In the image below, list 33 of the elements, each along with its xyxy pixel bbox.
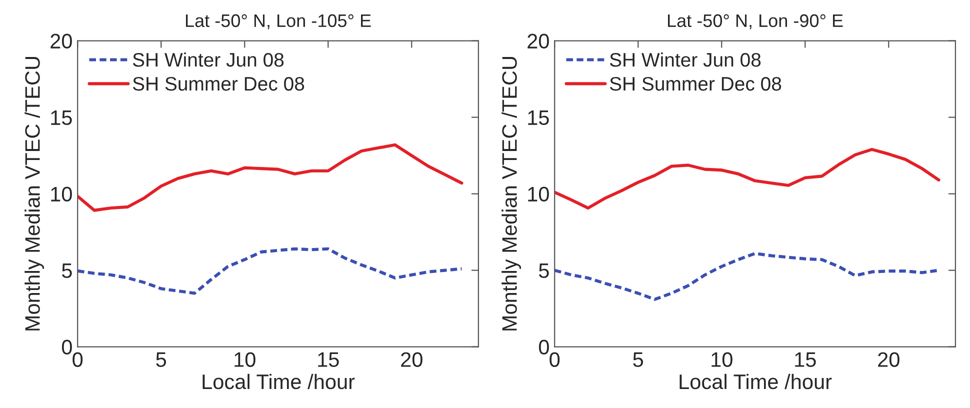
x-tick-label: 5 bbox=[156, 352, 166, 367]
legend-label: SH Winter Jun 08 bbox=[132, 52, 284, 67]
y-tick-label: 20 bbox=[50, 34, 72, 49]
line-series bbox=[78, 143, 464, 212]
y-axis-title: Monthly Median VTEC /TECU bbox=[502, 57, 522, 330]
x-tick-label: 15 bbox=[318, 352, 339, 367]
x-axis-title: Local Time /hour bbox=[202, 374, 355, 390]
x-tick-label: 20 bbox=[401, 352, 422, 367]
y-tick-label: 15 bbox=[51, 110, 72, 126]
x-tick-label: 15 bbox=[795, 352, 816, 367]
chart-title: Lat -50° N, Lon -105° E bbox=[186, 14, 371, 30]
legend-label: SH Summer Dec 08 bbox=[610, 76, 782, 91]
y-tick-label: 10 bbox=[51, 186, 72, 202]
x-tick-label: 5 bbox=[633, 352, 644, 367]
y-tick-label: 5 bbox=[538, 264, 549, 278]
x-tick-label: 10 bbox=[712, 352, 732, 367]
y-tick-label: 0 bbox=[62, 340, 72, 355]
y-tick-label: 10 bbox=[528, 186, 549, 202]
x-tick-label: 10 bbox=[234, 352, 256, 367]
x-tick-label: 0 bbox=[550, 352, 560, 367]
y-tick-label: 20 bbox=[528, 34, 549, 49]
legend-label: SH Summer Dec 08 bbox=[132, 76, 304, 91]
y-tick-label: 15 bbox=[528, 110, 549, 126]
legend-label: SH Winter Jun 08 bbox=[610, 52, 761, 67]
chart-title: Lat -50° N, Lon -90° E bbox=[668, 14, 843, 30]
x-tick-label: 0 bbox=[72, 352, 83, 367]
line-series bbox=[554, 148, 940, 210]
y-axis-title: Monthly Median VTEC /TECU bbox=[24, 57, 44, 330]
x-tick-label: 20 bbox=[878, 352, 900, 367]
line-series bbox=[78, 247, 464, 295]
y-tick-label: 0 bbox=[538, 340, 549, 355]
y-tick-label: 5 bbox=[62, 264, 72, 278]
x-axis-title: Local Time /hour bbox=[680, 374, 832, 390]
